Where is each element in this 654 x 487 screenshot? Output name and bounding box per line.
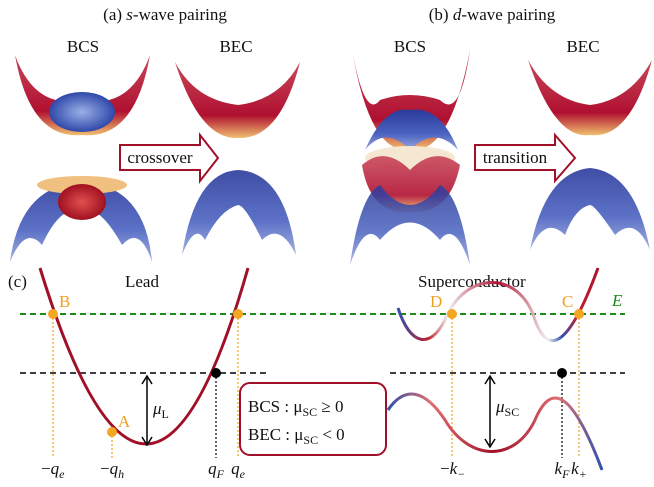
tick-sign: −: [440, 459, 450, 478]
point-label: D: [430, 292, 442, 311]
label: BEC: [566, 37, 599, 56]
tick-sign: −: [41, 459, 51, 478]
tick-label: −qh: [100, 459, 124, 481]
title-part: (a): [103, 5, 126, 24]
mu-subscript: L: [162, 407, 169, 421]
tick-subscript: h: [118, 467, 124, 481]
lead-band: [40, 268, 248, 444]
label: BCS: [67, 37, 99, 56]
tick-subscript: F: [561, 467, 570, 481]
tick-subscript: −: [457, 467, 465, 481]
sc-band: [388, 394, 602, 470]
arrow-label: transition: [483, 148, 548, 167]
regime-subscript: SC: [303, 433, 318, 447]
mu-label: μSC: [495, 397, 519, 419]
tick-label: qe: [231, 459, 246, 481]
panel-label: (c): [8, 272, 27, 291]
point-label: C: [562, 292, 573, 311]
title-part: (b): [429, 5, 453, 24]
point-label: A: [118, 412, 131, 431]
point-label: B: [59, 292, 70, 311]
tick-subscript: e: [59, 467, 65, 481]
tick-subscript: +: [579, 467, 587, 481]
figure: (a) s-wave pairing (b) d-wave pairing BC…: [0, 0, 654, 487]
panel-c: (c) Lead Superconductor E A B C D: [8, 268, 625, 481]
surfaces-b: transition: [350, 50, 652, 265]
title-part: -wave pairing: [461, 5, 555, 24]
mu-subscript: SC: [505, 405, 520, 419]
panel-title: (b) d-wave pairing: [429, 5, 556, 24]
panel-title: (a) s-wave pairing: [103, 5, 227, 24]
tick-subscript: e: [240, 467, 246, 481]
regime-text: BEC : μSC < 0: [248, 425, 345, 447]
mu-symbol: μ: [495, 397, 505, 416]
surfaces-a: crossover: [10, 55, 300, 262]
label: BEC: [219, 37, 252, 56]
regime-text: BCS : μSC ≥ 0: [248, 397, 344, 419]
tick-label: −qe: [41, 459, 65, 481]
tick-label: k+: [571, 459, 587, 481]
tick-label: −k−: [440, 459, 465, 481]
mu-label: μL: [152, 399, 169, 421]
tick-label: kF: [555, 459, 571, 481]
tick-sign: −: [100, 459, 110, 478]
regime-subscript: SC: [302, 405, 317, 419]
regime-part: ≥ 0: [317, 397, 343, 416]
arrow-label: crossover: [127, 148, 192, 167]
title-part: -wave pairing: [133, 5, 227, 24]
tick-subscript: F: [216, 467, 225, 481]
lead-label: Lead: [125, 272, 159, 291]
label: BCS: [394, 37, 426, 56]
tick-label: qF: [208, 459, 225, 481]
regime-part: BEC : μ: [248, 425, 303, 444]
regime-part: BCS : μ: [248, 397, 302, 416]
mu-symbol: μ: [152, 399, 162, 418]
regime-part: < 0: [318, 425, 345, 444]
energy-label: E: [611, 291, 623, 310]
